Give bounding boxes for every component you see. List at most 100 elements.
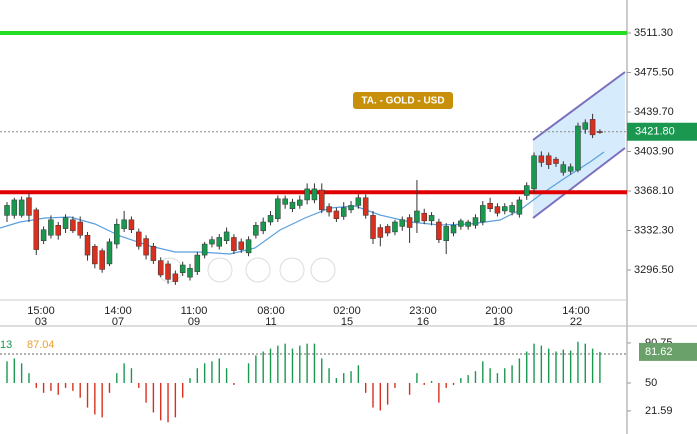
candle-body bbox=[179, 264, 186, 273]
candle-body bbox=[311, 188, 318, 201]
candle-body bbox=[275, 198, 281, 219]
candle-body bbox=[128, 219, 135, 230]
indicator-label: 87.04 bbox=[27, 339, 55, 351]
candle-body bbox=[245, 239, 252, 254]
candle-body bbox=[502, 206, 508, 212]
candle-body bbox=[567, 166, 574, 172]
chart-title: TA. - GOLD - USD bbox=[361, 96, 444, 107]
candle-body bbox=[70, 219, 76, 232]
candle-body bbox=[62, 217, 69, 229]
candle-body bbox=[297, 199, 303, 206]
candle-body bbox=[304, 188, 310, 201]
indicator-tick-label: 50 bbox=[645, 377, 657, 389]
candle-body bbox=[33, 209, 40, 250]
candle-body bbox=[77, 221, 83, 236]
x-tick-label: 11:00 bbox=[181, 305, 208, 317]
candle-body bbox=[209, 239, 215, 245]
candle-body bbox=[421, 212, 427, 222]
candle-body bbox=[106, 241, 113, 265]
candle-body bbox=[377, 227, 384, 238]
candle-body bbox=[355, 197, 362, 206]
toolbar bbox=[157, 257, 336, 283]
candle-body bbox=[384, 226, 391, 234]
x-tick-label: 11 bbox=[265, 316, 276, 328]
candle-body bbox=[480, 205, 486, 223]
last-price-label: 3421.80 bbox=[635, 126, 675, 138]
candle-body bbox=[472, 217, 479, 226]
candle-body bbox=[545, 155, 552, 165]
candle-body bbox=[597, 131, 603, 133]
candle-body bbox=[187, 268, 193, 278]
x-tick-label: 08:00 bbox=[257, 305, 285, 317]
indicator-tick-label: 21.59 bbox=[645, 405, 673, 417]
candle-body bbox=[55, 225, 61, 236]
candle-body bbox=[238, 241, 244, 250]
candle-body bbox=[136, 231, 142, 247]
x-tick-label: 15:00 bbox=[27, 305, 55, 317]
candle-body bbox=[333, 210, 340, 219]
candle-body bbox=[172, 273, 179, 282]
x-tick-label: 14:00 bbox=[104, 305, 132, 317]
candle-body bbox=[523, 185, 530, 196]
y-tick-label: 3332.30 bbox=[634, 224, 674, 236]
candle-body bbox=[165, 263, 171, 280]
x-tick-label: 09 bbox=[188, 316, 200, 328]
candle-body bbox=[575, 125, 581, 171]
candle-body bbox=[348, 205, 354, 211]
candle-body bbox=[553, 158, 559, 164]
candle-body bbox=[26, 197, 32, 216]
candle-body bbox=[223, 231, 230, 242]
candle-body bbox=[428, 215, 435, 222]
x-tick-label: 18 bbox=[493, 316, 505, 328]
candle-body bbox=[289, 201, 296, 210]
candle-body bbox=[319, 189, 325, 211]
candle-body bbox=[414, 210, 420, 223]
candle-body bbox=[538, 155, 545, 163]
candle-body bbox=[392, 221, 398, 233]
indicator-last-box bbox=[639, 342, 697, 361]
y-tick-label: 3296.50 bbox=[634, 264, 674, 276]
x-tick-label: 14:00 bbox=[562, 305, 590, 317]
candle-body bbox=[114, 223, 120, 245]
candle-body bbox=[399, 219, 406, 227]
tool-button[interactable] bbox=[245, 257, 271, 283]
candle-body bbox=[267, 215, 274, 223]
tool-button[interactable] bbox=[310, 257, 336, 283]
x-tick-label: 07 bbox=[112, 316, 124, 328]
candle-body bbox=[231, 237, 237, 251]
x-tick-label: 03 bbox=[35, 316, 47, 328]
candle-body bbox=[362, 197, 369, 216]
x-tick-label: 15 bbox=[341, 316, 353, 328]
tool-button[interactable] bbox=[279, 257, 305, 283]
candle-body bbox=[48, 219, 54, 236]
candle-body bbox=[4, 205, 10, 216]
candle-body bbox=[99, 250, 105, 270]
channel-lower bbox=[532, 147, 626, 219]
candle-body bbox=[436, 221, 442, 240]
candle-body bbox=[487, 202, 493, 210]
candle-body bbox=[406, 217, 413, 228]
candle-body bbox=[450, 225, 457, 234]
candle-body bbox=[84, 234, 91, 256]
candle-body bbox=[465, 221, 471, 227]
x-tick-label: 20:00 bbox=[485, 305, 513, 317]
tool-button[interactable] bbox=[207, 257, 233, 283]
channel-upper bbox=[532, 71, 626, 141]
last-price-box bbox=[627, 122, 697, 141]
candle-body bbox=[509, 205, 515, 213]
candle-body bbox=[531, 155, 537, 190]
candle-body bbox=[260, 221, 266, 232]
title-box bbox=[353, 92, 453, 109]
candle-body bbox=[150, 246, 157, 261]
candle-body bbox=[11, 199, 18, 216]
x-tick-label: 23:00 bbox=[409, 305, 437, 317]
candle-body bbox=[516, 199, 523, 215]
x-tick-label: 22 bbox=[570, 316, 582, 328]
candle-body bbox=[121, 219, 127, 229]
y-tick-label: 3368.10 bbox=[634, 185, 674, 197]
candle-body bbox=[201, 243, 208, 256]
candle-body bbox=[494, 206, 501, 214]
indicator-label: 13 bbox=[0, 339, 12, 351]
candle-body bbox=[92, 246, 98, 265]
y-tick-label: 3475.50 bbox=[634, 66, 674, 78]
